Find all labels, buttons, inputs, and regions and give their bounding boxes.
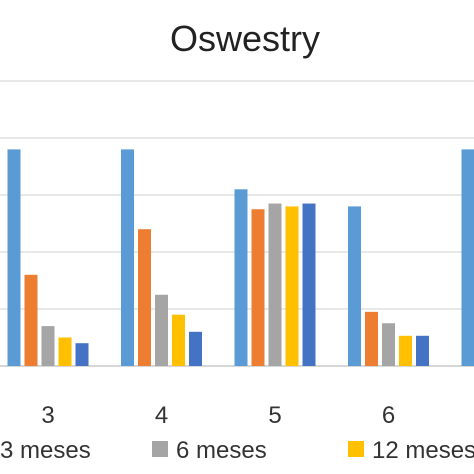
- bar: [75, 343, 89, 366]
- bar: [416, 335, 429, 366]
- bar: [155, 294, 168, 366]
- bars: [7, 149, 474, 366]
- x-tick-label: 6: [382, 402, 395, 429]
- legend-label: 6 meses: [176, 437, 267, 464]
- legend: 3 meses 6 meses 12 meses: [0, 437, 474, 464]
- bar: [121, 149, 134, 366]
- x-tick-label: 4: [155, 402, 168, 429]
- bar: [251, 209, 265, 366]
- legend-swatch: [152, 441, 168, 457]
- bar: [41, 326, 55, 366]
- x-tick-labels: 345678: [41, 402, 395, 429]
- chart-title: Oswestry: [169, 18, 320, 59]
- bar: [348, 206, 361, 366]
- bar: [189, 331, 202, 366]
- bar: [7, 149, 21, 366]
- x-tick-label: 3: [41, 402, 54, 429]
- bar: [234, 189, 248, 366]
- bar: [302, 203, 316, 366]
- bar: [58, 337, 72, 366]
- bar: [138, 229, 151, 366]
- legend-label: 12 meses: [372, 437, 474, 464]
- bar: [268, 203, 282, 366]
- bar: [365, 311, 378, 366]
- bar: [24, 274, 38, 366]
- bar: [461, 149, 474, 366]
- bar: [382, 323, 395, 366]
- legend-label: 3 meses: [0, 437, 91, 464]
- x-tick-label: 5: [268, 402, 281, 429]
- legend-swatch: [348, 441, 364, 457]
- bar: [172, 314, 185, 366]
- bar: [399, 335, 412, 366]
- bar: [285, 206, 299, 366]
